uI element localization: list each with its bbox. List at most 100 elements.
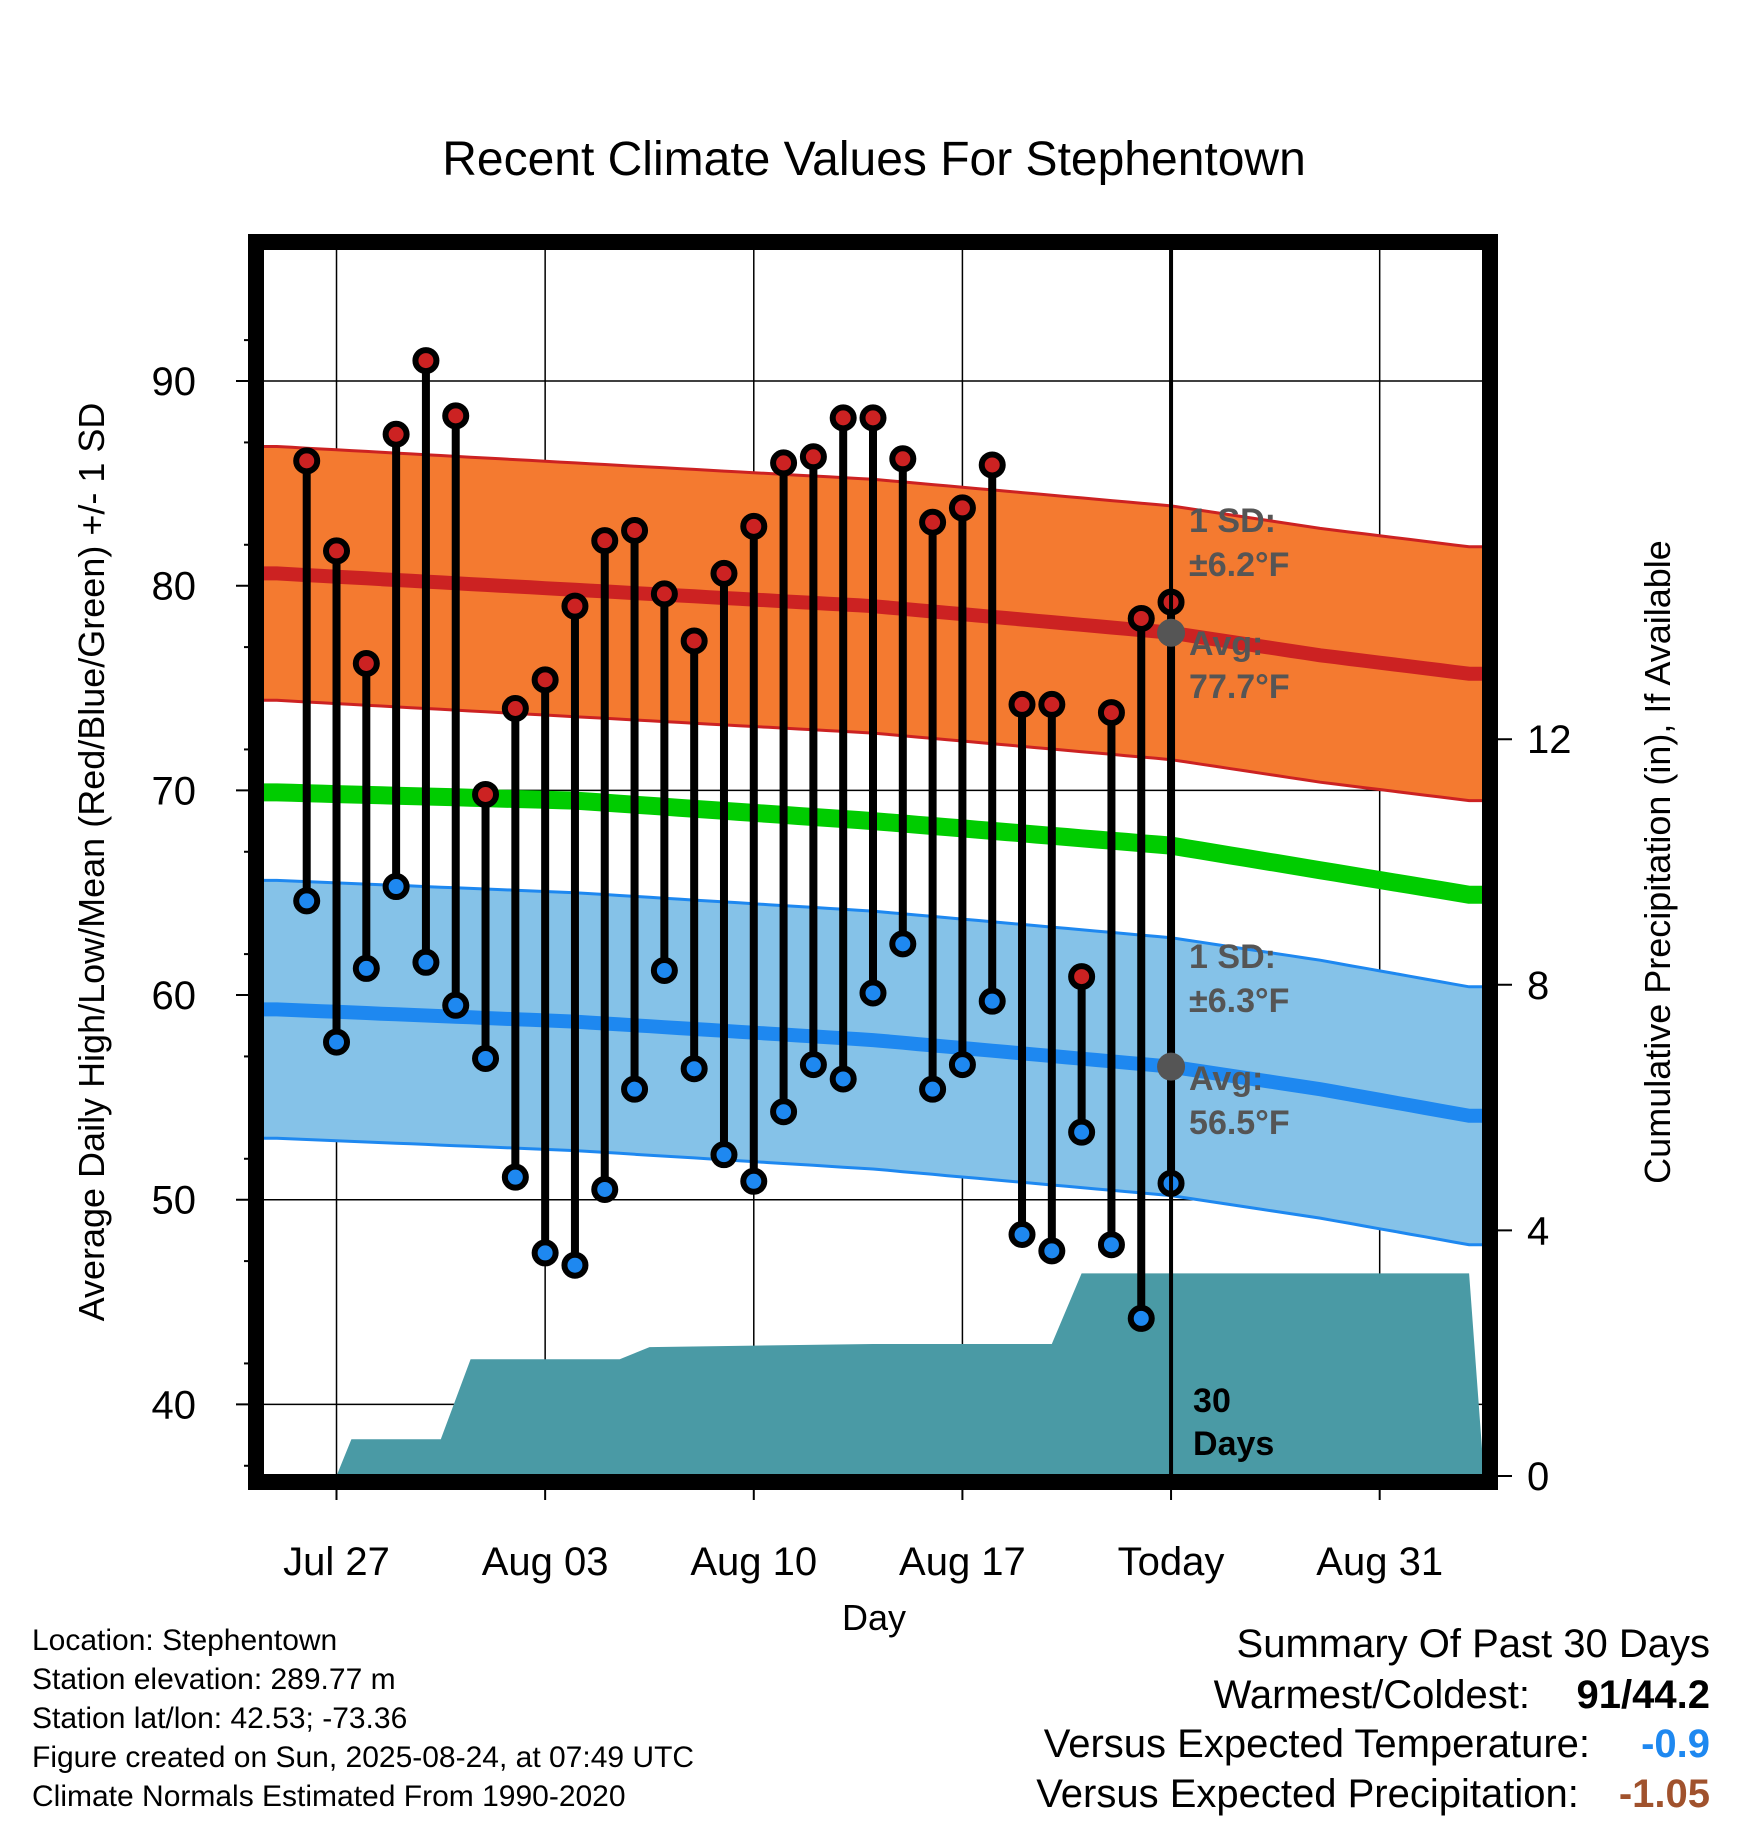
low-point <box>680 1055 708 1083</box>
high-point <box>531 666 559 694</box>
x-tick-label: Aug 17 <box>899 1540 1026 1584</box>
low-sd-label: 1 SD: <box>1189 938 1276 976</box>
observations <box>293 347 1185 1332</box>
x-axis-label: Day <box>842 1597 906 1638</box>
y2-tick-label: 4 <box>1527 1209 1549 1253</box>
low-point <box>919 1075 947 1103</box>
summary-temp-row: Versus Expected Temperature: -0.9 <box>1044 1722 1710 1767</box>
low-avg-label: Avg: <box>1189 1060 1263 1098</box>
today-low-avg-marker <box>1157 1052 1186 1081</box>
today-high-avg-marker <box>1157 618 1186 647</box>
high-point <box>650 580 678 608</box>
low-point <box>412 948 440 976</box>
low-point <box>561 1251 589 1279</box>
high-point <box>978 451 1006 479</box>
high-point <box>829 404 857 432</box>
plot-frame <box>248 234 1498 1490</box>
low-point <box>501 1163 529 1191</box>
low-point <box>770 1098 798 1126</box>
low-point <box>352 954 380 982</box>
x-tick-label: Aug 03 <box>482 1540 609 1584</box>
precip-area <box>262 1273 1484 1476</box>
low-point <box>859 979 887 1007</box>
high-point <box>740 512 768 540</box>
warmest-value: 91/44.2 <box>1576 1673 1710 1717</box>
low-point <box>442 991 470 1019</box>
y-axis-label: Average Daily High/Low/Mean (Red/Blue/Gr… <box>71 403 112 1322</box>
x-tick-label: Jul 27 <box>283 1540 390 1584</box>
high-point <box>293 447 321 475</box>
high-point <box>442 402 470 430</box>
high-point <box>323 537 351 565</box>
high-point <box>561 592 589 620</box>
high-point <box>591 527 619 555</box>
high-sd-value: ±6.2°F <box>1189 546 1289 584</box>
low-avg-value: 56.5°F <box>1189 1104 1290 1142</box>
high-point <box>889 445 917 473</box>
y-tick-label: 90 <box>152 360 197 404</box>
y2-tick-label: 0 <box>1527 1455 1549 1499</box>
low-band-lower-edge <box>262 1136 1484 1247</box>
high-point <box>1038 690 1066 718</box>
high-point <box>382 420 410 448</box>
today-days-label: Days <box>1193 1425 1274 1463</box>
high-point <box>1008 690 1036 718</box>
low-sd-band <box>262 880 1484 1245</box>
y2-tick-label: 8 <box>1527 964 1549 1008</box>
y-tick-label: 70 <box>152 769 197 813</box>
low-point <box>1127 1304 1155 1332</box>
high-sd-label: 1 SD: <box>1189 502 1276 540</box>
normal-low-line <box>262 1002 1484 1123</box>
axes: 40 50 60 70 80 90 0 4 8 12 Jul 27 Aug 03 Aug 10 Aug 1… <box>152 339 1572 1584</box>
low-point <box>1097 1231 1125 1259</box>
precip-value: -1.05 <box>1618 1772 1710 1816</box>
y2-tick-label: 12 <box>1527 718 1572 762</box>
low-point <box>591 1175 619 1203</box>
low-point <box>1068 1118 1096 1146</box>
high-point <box>680 627 708 655</box>
high-point <box>501 695 529 722</box>
low-point <box>1008 1220 1036 1248</box>
high-point <box>710 559 738 587</box>
low-point <box>293 887 321 915</box>
high-point <box>799 443 827 471</box>
high-point <box>1068 963 1096 991</box>
warmest-label: Warmest/Coldest: <box>1213 1673 1530 1717</box>
low-point <box>382 873 410 901</box>
low-point <box>472 1044 500 1072</box>
location-text: Location: Stephentown <box>32 1624 338 1657</box>
high-point <box>859 404 887 432</box>
normals-text: Climate Normals Estimated From 1990-2020 <box>32 1780 626 1813</box>
low-point <box>889 930 917 958</box>
high-point <box>1097 699 1125 727</box>
high-point <box>352 649 380 677</box>
y-tick-label: 40 <box>152 1383 197 1427</box>
low-point <box>621 1075 649 1103</box>
elevation-text: Station elevation: 289.77 m <box>32 1663 396 1696</box>
low-sd-value: ±6.3°F <box>1189 982 1289 1020</box>
high-point <box>919 508 947 536</box>
low-point <box>531 1239 559 1267</box>
summary-heading-text: Summary Of Past 30 Days <box>1236 1622 1710 1666</box>
low-point <box>948 1051 976 1079</box>
low-point <box>650 956 678 984</box>
high-avg-value: 77.7°F <box>1189 668 1290 706</box>
low-point <box>323 1028 351 1056</box>
low-point <box>740 1167 768 1195</box>
low-point <box>710 1141 738 1169</box>
summary-heading: Summary Of Past 30 Days <box>1237 1622 1710 1667</box>
temp-value: -0.9 <box>1641 1722 1710 1766</box>
chart-title: Recent Climate Values For Stephentown <box>442 133 1306 186</box>
high-point <box>770 449 798 477</box>
y-tick-label: 60 <box>152 974 197 1018</box>
latlon-text: Station lat/lon: 42.53; -73.36 <box>32 1702 408 1735</box>
high-point <box>1127 604 1155 632</box>
low-point <box>978 987 1006 1015</box>
created-text: Figure created on Sun, 2025-08-24, at 07… <box>32 1741 695 1774</box>
y2-axis-label: Cumulative Precipitation (in), If Availa… <box>1637 540 1678 1184</box>
high-avg-label: Avg: <box>1189 625 1263 663</box>
precip-label: Versus Expected Precipitation: <box>1036 1772 1579 1816</box>
x-tick-label: Aug 31 <box>1316 1540 1443 1584</box>
low-point <box>799 1051 827 1079</box>
